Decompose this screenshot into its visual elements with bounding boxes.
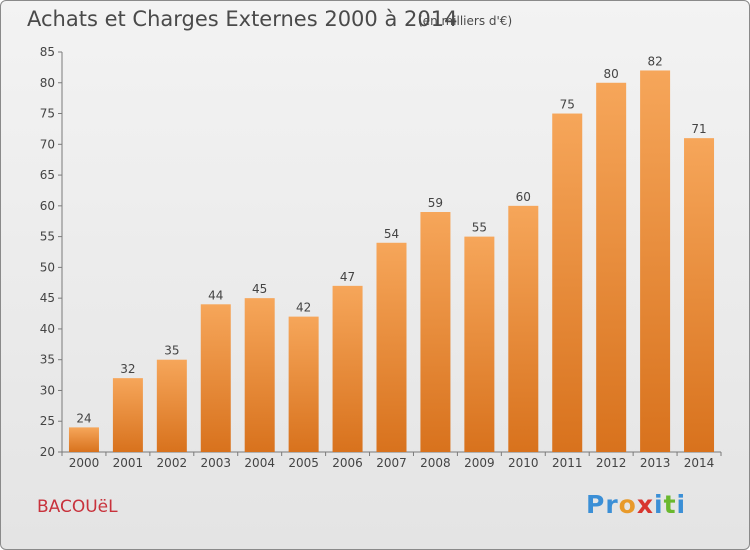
- bar-2014: [684, 138, 715, 452]
- logo-letter: i: [676, 490, 687, 519]
- y-tick-label: 65: [40, 168, 55, 182]
- y-tick-label: 85: [40, 45, 55, 59]
- y-tick-label: 60: [40, 199, 55, 213]
- x-tick-label: 2007: [376, 456, 407, 470]
- x-tick-label: 2008: [420, 456, 451, 470]
- value-label-2013: 82: [647, 54, 662, 68]
- value-label-2010: 60: [516, 190, 531, 204]
- value-label-2008: 59: [428, 196, 443, 210]
- bar-2001: [112, 378, 143, 452]
- value-label-2009: 55: [472, 221, 487, 235]
- y-tick-label: 45: [40, 291, 55, 305]
- bar-2002: [156, 359, 187, 452]
- y-tick-label: 30: [40, 383, 55, 397]
- bar-2005: [288, 316, 319, 452]
- axes: 20 25 30 35 40 45 50 55 60 65 70 75 80 85 2000 2001 2002…: [40, 45, 722, 470]
- bars: [68, 70, 715, 453]
- x-tick-label: 2011: [552, 456, 583, 470]
- logo-letter: o: [618, 490, 637, 519]
- place-name: BACOUëL: [37, 497, 118, 517]
- bar-2013: [640, 70, 671, 452]
- y-tick-label: 55: [40, 230, 55, 244]
- bar-2007: [376, 242, 407, 452]
- bar-2012: [596, 82, 627, 453]
- value-label-2001: 32: [120, 362, 135, 376]
- value-label-2007: 54: [384, 227, 399, 241]
- value-label-2004: 45: [252, 282, 267, 296]
- y-tick-label: 20: [40, 445, 55, 459]
- bar-2011: [552, 113, 583, 453]
- value-label-2012: 80: [604, 67, 619, 81]
- y-tick-label: 75: [40, 107, 55, 121]
- value-label-2003: 44: [208, 288, 223, 302]
- x-tick-label: 2012: [596, 456, 627, 470]
- y-tick-label: 80: [40, 76, 55, 90]
- proxiti-logo: Proxiti: [586, 490, 686, 519]
- x-tick-label: 2004: [244, 456, 275, 470]
- value-label-2005: 42: [296, 301, 311, 315]
- value-label-2002: 35: [164, 344, 179, 358]
- value-label-2014: 71: [691, 122, 706, 136]
- value-labels: 24 32 35 44 45 42 47 54 59 55 60 75 80 82 71: [76, 54, 706, 425]
- x-tick-label: 2006: [332, 456, 363, 470]
- logo-letter: x: [636, 490, 654, 519]
- bar-2003: [200, 304, 231, 452]
- y-tick-label: 25: [40, 414, 55, 428]
- logo-letter: P: [586, 490, 606, 519]
- x-tick-label: 2010: [508, 456, 539, 470]
- chart-unit: (en milliers d'€): [418, 14, 513, 28]
- x-tick-label: 2002: [157, 456, 188, 470]
- logo-letter: r: [605, 490, 619, 519]
- bar-2004: [244, 298, 275, 452]
- x-tick-label: 2000: [69, 456, 100, 470]
- x-tick-label: 2003: [200, 456, 231, 470]
- x-tick-label: 2014: [684, 456, 715, 470]
- value-label-2006: 47: [340, 270, 355, 284]
- logo-letter: t: [663, 490, 677, 519]
- value-label-2000: 24: [76, 411, 91, 425]
- bar-2009: [464, 236, 495, 452]
- y-tick-label: 40: [40, 322, 55, 336]
- x-tick-label: 2009: [464, 456, 495, 470]
- value-label-2011: 75: [560, 98, 575, 112]
- y-tick-label: 50: [40, 260, 55, 274]
- bar-2006: [332, 285, 363, 452]
- bar-2008: [420, 212, 451, 452]
- x-tick-label: 2005: [288, 456, 319, 470]
- bar-2000: [68, 427, 99, 452]
- x-tick-label: 2001: [113, 456, 144, 470]
- logo-letter: i: [654, 490, 664, 519]
- y-tick-label: 70: [40, 137, 55, 151]
- y-tick-label: 35: [40, 353, 55, 367]
- x-tick-label: 2013: [640, 456, 671, 470]
- chart-title: Achats et Charges Externes 2000 à 2014: [27, 7, 458, 31]
- bar-2010: [508, 205, 539, 452]
